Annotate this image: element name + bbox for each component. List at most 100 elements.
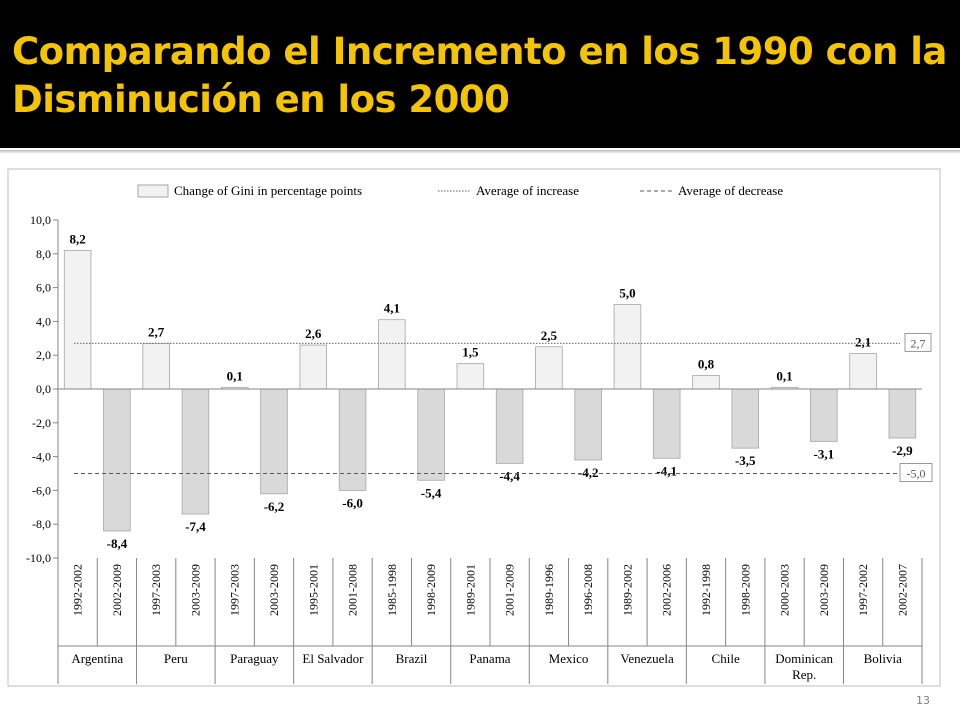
bar xyxy=(535,346,563,390)
bar xyxy=(181,388,210,515)
bar-value-label: -3,5 xyxy=(735,453,756,468)
bar-value-label: -3,1 xyxy=(814,446,835,461)
y-tick-label: 0,0 xyxy=(36,382,51,396)
y-tick-label: 4,0 xyxy=(36,314,51,328)
y-tick-label: 2,0 xyxy=(36,348,51,362)
period-label: 2001-2009 xyxy=(503,564,517,616)
period-label: 1989-2001 xyxy=(463,564,477,616)
country-label: Chile xyxy=(712,651,740,666)
period-label: 1998-2009 xyxy=(738,564,752,616)
bar-value-label: 4,1 xyxy=(384,301,400,316)
bar-value-label: 5,0 xyxy=(619,286,635,301)
bar xyxy=(63,250,92,390)
bar-value-label: -4,1 xyxy=(656,463,677,478)
bar xyxy=(299,344,328,390)
bar-value-label: 0,1 xyxy=(227,368,243,383)
bar xyxy=(652,388,681,459)
country-label: Mexico xyxy=(549,651,589,666)
period-label: 2002-2006 xyxy=(660,564,674,616)
bar xyxy=(849,353,877,390)
bar-value-label: -6,2 xyxy=(264,499,285,514)
period-label: 2000-2003 xyxy=(778,564,792,616)
bar xyxy=(338,388,367,491)
period-label: 2003-2009 xyxy=(267,564,281,616)
y-tick-label: -6,0 xyxy=(32,483,51,497)
period-label: 1985-1998 xyxy=(385,564,399,616)
bar xyxy=(574,388,602,461)
period-label: 2002-2007 xyxy=(895,564,909,616)
period-label: 1997-2003 xyxy=(228,564,242,616)
country-label: Paraguay xyxy=(230,651,279,666)
bar xyxy=(103,388,131,532)
period-label: 2003-2009 xyxy=(188,564,202,616)
legend-label-bars: Change of Gini in percentage points xyxy=(174,183,362,198)
slide-number: 13 xyxy=(916,694,930,707)
country-label: Brazil xyxy=(396,651,428,666)
bar xyxy=(456,363,485,390)
bar xyxy=(692,375,720,390)
bar-value-label: 2,1 xyxy=(855,335,871,350)
bar xyxy=(378,319,406,390)
chart-frame xyxy=(7,168,941,687)
legend-swatch-bars xyxy=(137,184,169,198)
country-label: Rep. xyxy=(792,667,816,682)
period-label: 1998-2009 xyxy=(424,564,438,616)
bar-value-label: -2,9 xyxy=(892,443,913,458)
y-tick-label: 8,0 xyxy=(36,247,51,261)
country-label: Argentina xyxy=(71,651,123,666)
period-label: 1989-1996 xyxy=(542,564,556,616)
period-label: 1992-2002 xyxy=(71,564,85,616)
period-label: 1997-2002 xyxy=(856,564,870,616)
bar-value-label: -8,4 xyxy=(107,536,128,551)
country-label: Bolivia xyxy=(864,651,903,666)
period-label: 1989-2002 xyxy=(620,564,634,616)
bar xyxy=(731,388,760,449)
country-label: Peru xyxy=(164,651,188,666)
avg-decrease-callout: -5,0 xyxy=(907,467,926,481)
bar xyxy=(417,388,445,481)
period-label: 1996-2008 xyxy=(581,564,595,616)
period-label: 2003-2009 xyxy=(817,564,831,616)
bar xyxy=(613,304,642,390)
chart-svg: Change of Gini in percentage points Avera… xyxy=(7,168,941,687)
period-label: 2002-2009 xyxy=(110,564,124,616)
y-tick-label: 6,0 xyxy=(36,281,51,295)
bar xyxy=(142,342,170,390)
period-label: 1992-1998 xyxy=(699,564,713,616)
bar xyxy=(810,388,838,442)
legend-label-avg-decrease: Average of decrease xyxy=(678,183,783,198)
avg-decrease-callout-box xyxy=(899,463,933,482)
y-tick-label: -8,0 xyxy=(32,517,51,531)
y-tick-label: -2,0 xyxy=(32,416,51,430)
bar-value-label: 2,5 xyxy=(541,328,558,343)
legend-label-avg-increase: Average of increase xyxy=(476,183,579,198)
bar xyxy=(495,388,524,464)
bar-value-label: -6,0 xyxy=(342,495,363,510)
bar-value-label: 1,5 xyxy=(462,345,479,360)
avg-increase-callout-box xyxy=(904,332,932,352)
y-tick-label: -4,0 xyxy=(32,450,51,464)
slide-title: Comparando el Incremento en los 1990 con… xyxy=(12,30,947,121)
y-tick-label: 10,0 xyxy=(30,213,51,227)
bar-value-label: 8,2 xyxy=(70,231,86,246)
bar-value-label: -4,4 xyxy=(499,468,520,483)
bar-value-label: -7,4 xyxy=(185,519,206,534)
bar-value-label: 2,7 xyxy=(148,324,165,339)
bar xyxy=(888,388,917,439)
bar-value-label: 0,1 xyxy=(776,368,792,383)
avg-increase-callout: 2,7 xyxy=(911,336,926,350)
country-label: Venezuela xyxy=(620,651,674,666)
country-label: El Salvador xyxy=(302,651,364,666)
country-label: Panama xyxy=(469,651,510,666)
bar-value-label: 2,6 xyxy=(305,326,322,341)
gini-chart: Change of Gini in percentage points Avera… xyxy=(0,168,944,688)
bar-value-label: 0,8 xyxy=(698,356,715,371)
y-tick-label: -10,0 xyxy=(26,551,51,565)
bar-value-label: -4,2 xyxy=(578,465,599,480)
period-label: 1997-2003 xyxy=(149,564,163,616)
country-label: Dominican xyxy=(775,651,833,666)
bar-value-label: -5,4 xyxy=(421,485,442,500)
period-label: 1995-2001 xyxy=(306,564,320,616)
title-band xyxy=(0,0,960,148)
period-label: 2001-2008 xyxy=(346,564,360,616)
